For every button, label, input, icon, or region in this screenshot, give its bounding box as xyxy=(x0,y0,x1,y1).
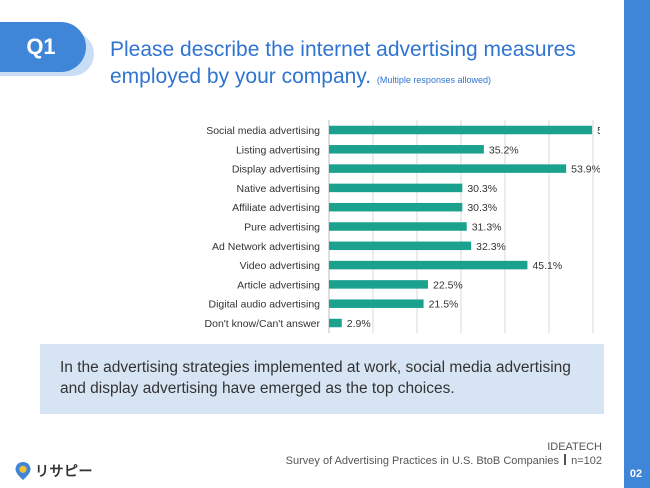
category-label: Native advertising xyxy=(237,183,321,195)
category-label: Digital audio advertising xyxy=(209,299,321,311)
source-survey: Survey of Advertising Practices in U.S. … xyxy=(285,455,559,467)
category-label: Video advertising xyxy=(240,260,321,272)
title-note: (Multiple responses allowed) xyxy=(376,75,491,85)
data-label: 22.5% xyxy=(433,279,463,291)
logo-text: リサピー xyxy=(35,463,93,479)
source-divider xyxy=(564,454,567,465)
category-label: Don't know/Can't answer xyxy=(205,318,321,330)
summary-text: In the advertising strategies implemente… xyxy=(60,359,571,397)
page-title: Please describe the internet advertising… xyxy=(110,36,610,94)
source-company: IDEATECH xyxy=(547,441,602,453)
logo-pin-icon xyxy=(15,462,31,480)
category-label: Display advertising xyxy=(232,164,320,176)
summary-box: In the advertising strategies implemente… xyxy=(40,344,604,414)
bar xyxy=(329,145,484,154)
bar xyxy=(329,164,567,173)
data-label: 2.9% xyxy=(347,318,371,330)
category-label: Article advertising xyxy=(237,279,320,291)
page-number: 02 xyxy=(629,468,643,480)
data-label: 30.3% xyxy=(467,202,497,214)
category-label: Social media advertising xyxy=(206,125,320,137)
bar xyxy=(329,202,463,212)
source-sample: n=102 xyxy=(571,455,602,467)
source-note: IDEATECH Survey of Advertising Practices… xyxy=(286,440,602,468)
bar xyxy=(329,183,463,193)
question-badge: Q1 xyxy=(0,22,86,72)
bar xyxy=(329,280,428,289)
category-label: Affiliate advertising xyxy=(232,202,320,214)
bar xyxy=(329,318,342,328)
bar-chart: Social media advertising 59.8% Listing adv… xyxy=(205,120,600,333)
category-label: Ad Network advertising xyxy=(212,241,320,253)
data-label: 59.8% xyxy=(597,125,600,137)
category-label: Pure advertising xyxy=(244,222,320,234)
right-accent-bar: 02 xyxy=(624,0,650,488)
data-label: 53.9% xyxy=(571,164,600,176)
data-label: 45.1% xyxy=(532,260,562,272)
logo: リサピー xyxy=(14,460,93,482)
data-label: 31.3% xyxy=(472,222,502,234)
title-text: Please describe the internet advertising… xyxy=(110,38,576,88)
source-survey-line: Survey of Advertising Practices in U.S. … xyxy=(286,454,602,468)
bar xyxy=(329,299,424,308)
bar xyxy=(329,222,467,231)
data-label: 35.2% xyxy=(489,144,519,156)
bar xyxy=(329,241,472,251)
data-label: 30.3% xyxy=(467,183,497,195)
data-label: 21.5% xyxy=(429,299,459,311)
data-label: 32.3% xyxy=(476,241,506,253)
bar xyxy=(329,125,593,135)
bar xyxy=(329,260,528,270)
category-label: Listing advertising xyxy=(236,144,320,156)
